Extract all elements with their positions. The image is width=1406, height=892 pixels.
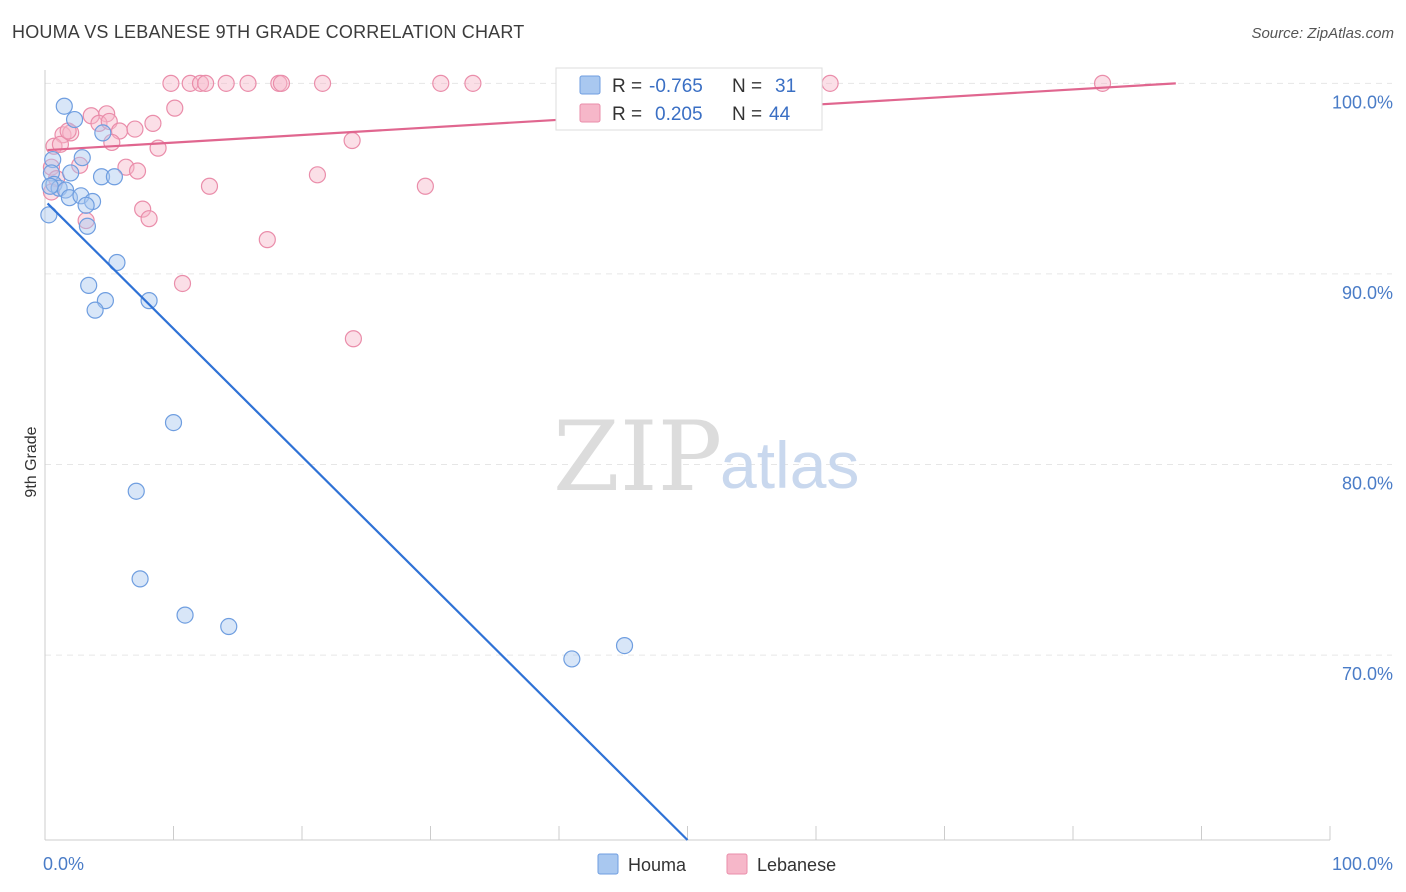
chart-title: HOUMA VS LEBANESE 9TH GRADE CORRELATION … [12,22,525,42]
houma-point-18 [108,253,126,272]
houma-point-1 [65,110,84,129]
watermark: ZIP atlas [553,401,859,513]
lebanese-point-22 [126,120,144,138]
lebanese-point-34 [200,177,219,195]
houma-point-21 [140,292,158,310]
lebanese-point-23 [343,131,361,150]
y-tick-label-1: 90.0% [1342,283,1393,303]
houma-point-2 [94,124,112,142]
legend-item-houma[interactable]: Houma [597,853,687,875]
houma-trend-line [46,202,689,841]
lebanese-n-label: N = [732,104,762,125]
lebanese-point-20 [62,124,80,142]
lebanese-point-37 [134,200,152,218]
legend-houma-label: Houma [628,855,687,875]
houma-point-16 [40,206,58,224]
legend-lebanese-label: Lebanese [757,855,836,875]
legend-item-lebanese[interactable]: Lebanese [726,853,836,875]
houma-n-value: 31 [775,76,796,97]
houma-point-4 [73,149,91,167]
lebanese-point-5 [239,74,257,92]
lebanese-point-10 [464,74,482,92]
lebanese-point-35 [416,177,434,195]
houma-point-25 [131,570,149,588]
houma-point-23 [164,413,183,432]
watermark-zip: ZIP [553,401,722,513]
houma-point-29 [615,636,634,655]
houma-swatch [579,75,601,95]
houma-r-value: -0.765 [649,76,703,97]
y-tick-label-0: 100.0% [1332,92,1393,112]
chart-source: Source: ZipAtlas.com [1251,25,1394,42]
lebanese-point-9 [432,74,450,92]
houma-point-3 [44,150,62,169]
legend-houma-swatch [597,853,619,875]
bottom-legend: Houma Lebanese [597,853,836,875]
gridlines [45,82,1392,656]
lebanese-point-17 [144,114,162,132]
lebanese-r-label: R = [612,104,642,125]
lebanese-point-40 [258,231,276,249]
houma-point-7 [92,168,111,186]
lebanese-r-value: 0.205 [655,104,703,125]
houma-point-15 [77,196,95,214]
y-tick-label-3: 70.0% [1342,664,1393,684]
stats-legend: R = -0.765 N = 31 R = 0.205 N = 44 [555,67,823,131]
houma-point-17 [78,217,97,235]
houma-point-22 [86,301,104,319]
stats-row-lebanese: R = 0.205 N = 44 [579,103,791,125]
lebanese-point-3 [197,74,215,92]
x-tick-label-0: 0.0% [43,854,84,874]
x-tick-labels: 0.0% 100.0% [43,854,1393,874]
y-tick-label-2: 80.0% [1342,474,1393,494]
houma-r-label: R = [612,76,642,97]
stats-row-houma: R = -0.765 N = 31 [579,75,796,97]
lebanese-point-0 [162,74,180,92]
houma-point-19 [80,276,98,294]
houma-point-26 [176,606,194,624]
houma-point-30 [41,177,59,195]
houma-n-label: N = [732,76,762,97]
lebanese-swatch [579,103,601,123]
lebanese-point-4 [217,74,235,92]
lebanese-point-39 [77,211,95,230]
houma-point-24 [127,482,145,500]
y-tick-labels: 100.0% 90.0% 80.0% 70.0% [1332,92,1393,684]
lebanese-point-30 [128,162,147,180]
x-tick-label-1: 100.0% [1332,854,1393,874]
lebanese-point-13 [166,99,184,117]
lebanese-point-38 [140,210,158,228]
y-axis-label: 9th Grade [23,426,40,497]
lebanese-point-11 [821,74,839,92]
lebanese-point-41 [173,274,192,293]
lebanese-point-8 [313,74,332,92]
lebanese-n-value: 44 [769,104,791,125]
lebanese-point-7 [272,74,291,92]
legend-lebanese-swatch [726,853,748,875]
lebanese-point-16 [90,114,108,132]
lebanese-point-42 [344,330,362,348]
houma-point-27 [220,617,238,636]
houma-point-6 [62,164,80,182]
lebanese-point-2 [191,74,210,92]
houma-point-0 [55,97,73,115]
lebanese-point-32 [308,166,327,184]
watermark-atlas: atlas [720,428,859,502]
houma-point-28 [563,650,581,668]
houma-points [40,97,634,668]
houma-point-8 [105,168,123,186]
